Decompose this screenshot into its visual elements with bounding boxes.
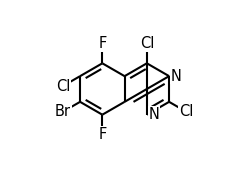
Text: N: N [149,107,160,122]
Text: Cl: Cl [140,36,154,51]
Text: Cl: Cl [179,104,194,119]
Text: Cl: Cl [56,79,70,94]
Text: Br: Br [55,104,71,119]
Text: F: F [98,36,106,51]
Text: N: N [171,69,182,84]
Text: F: F [98,127,106,142]
